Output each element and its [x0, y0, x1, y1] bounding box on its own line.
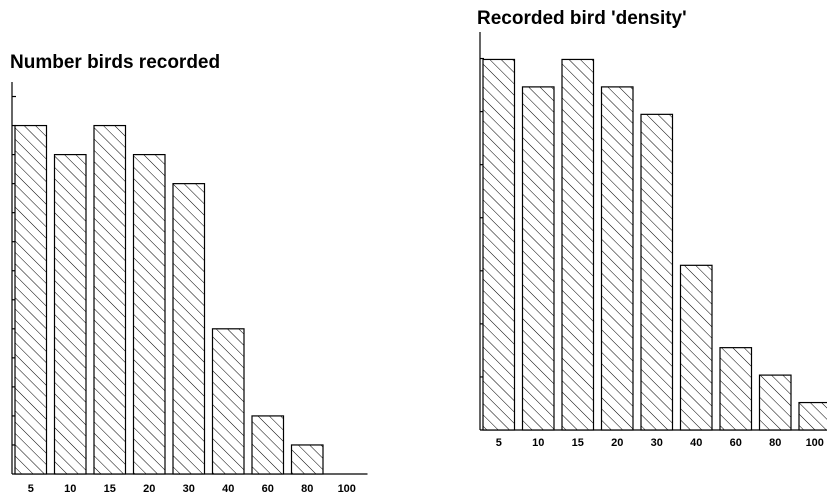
- left-bar-60: [251, 415, 285, 475]
- right-bar-80: [758, 374, 792, 431]
- left-x-tick-label: 30: [183, 483, 195, 495]
- left-bar-10: [53, 153, 87, 475]
- right-bar-100: [798, 401, 827, 431]
- left-bar-80: [290, 444, 324, 475]
- right-bar-60: [719, 347, 753, 431]
- left-bar-20: [132, 153, 166, 475]
- right-bar-20: [600, 86, 634, 431]
- right-x-tick-label: 100: [806, 437, 824, 449]
- left-x-tick-label: 80: [301, 483, 313, 495]
- right-x-tick-label: 5: [496, 437, 502, 449]
- chart-left: Number birds recorded 5 10 15 20 30 40 60 80 100: [10, 52, 368, 495]
- right-bar-30: [640, 113, 674, 431]
- left-x-tick-label: 10: [64, 483, 76, 495]
- right-bar-5: [482, 58, 516, 431]
- left-x-tick-label: 40: [222, 483, 234, 495]
- left-x-tick-label: 5: [28, 483, 34, 495]
- right-bar-40: [679, 264, 713, 431]
- left-bar-15: [93, 124, 127, 475]
- right-bar-10: [521, 86, 555, 431]
- right-x-tick-label: 20: [611, 437, 623, 449]
- left-x-tick-label: 15: [104, 483, 116, 495]
- chart-right-title: Recorded bird 'density': [477, 8, 687, 29]
- chart-right: Recorded bird 'density' 5 10 15 20 30 40 60 80 1…: [477, 8, 827, 449]
- right-x-tick-label: 10: [532, 437, 544, 449]
- right-x-tick-label: 15: [572, 437, 584, 449]
- chart-left-title: Number birds recorded: [10, 52, 220, 73]
- left-x-tick-label: 60: [262, 483, 274, 495]
- left-bar-30: [172, 183, 206, 475]
- left-bar-5: [14, 124, 48, 475]
- left-x-tick-label: 100: [338, 483, 356, 495]
- right-x-tick-label: 30: [651, 437, 663, 449]
- right-bar-15: [561, 58, 595, 431]
- chart-right-plot: 5 10 15 20 30 40 60 80 100: [479, 32, 827, 449]
- left-x-tick-label: 20: [143, 483, 155, 495]
- right-x-tick-label: 60: [730, 437, 742, 449]
- right-x-tick-label: 40: [690, 437, 702, 449]
- left-bar-40: [211, 328, 245, 475]
- right-x-tick-label: 80: [769, 437, 781, 449]
- chart-left-plot: 5 10 15 20 30 40 60 80 100: [11, 82, 368, 495]
